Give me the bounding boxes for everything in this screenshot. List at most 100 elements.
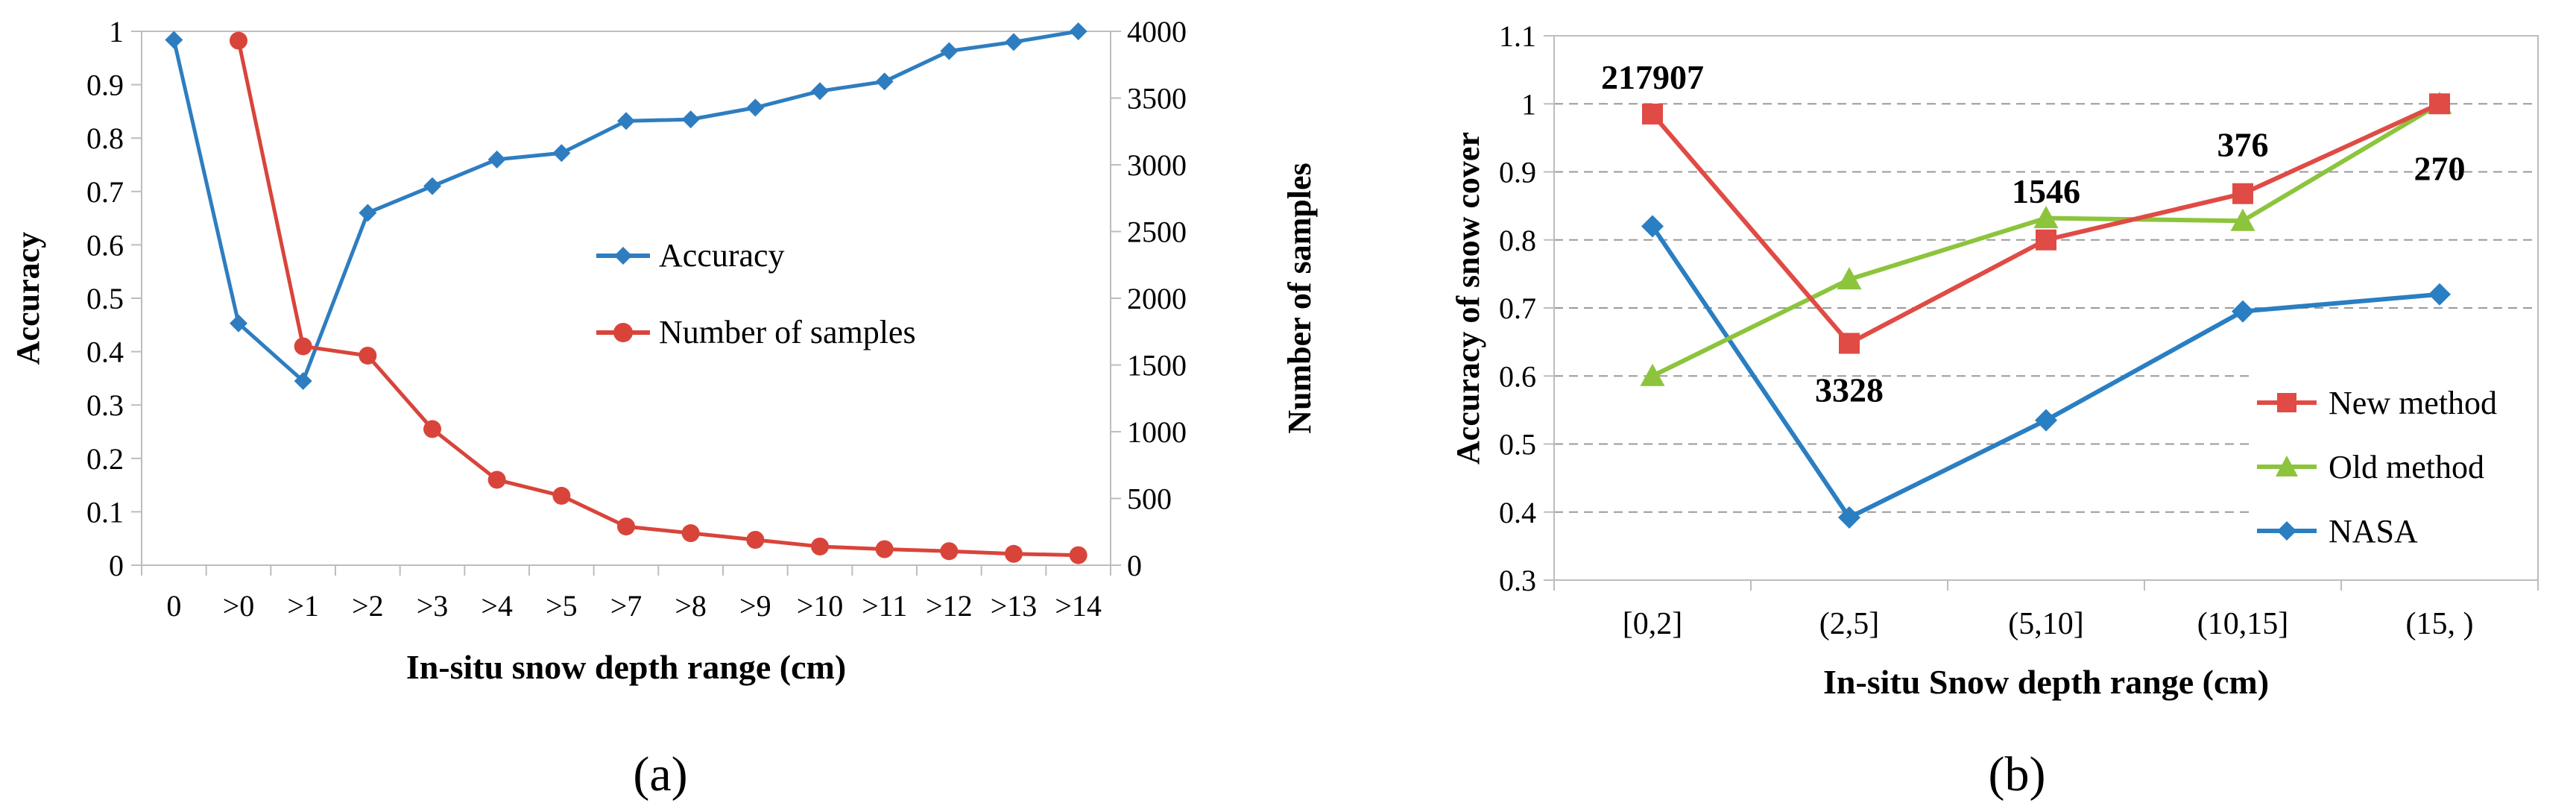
legend-label-new-method: New method xyxy=(2329,385,2497,421)
x-tick-label: 0 xyxy=(166,589,181,623)
y-tick-label: 0.8 xyxy=(1499,224,1536,257)
panel-a-y2label: Number of samples xyxy=(1281,163,1318,433)
legend-item-old-method: Old method xyxy=(2257,449,2484,485)
y2-tick-label: 2500 xyxy=(1127,215,1187,249)
legend-label-old-method: Old method xyxy=(2329,449,2484,485)
x-tick-label: (10,15] xyxy=(2197,607,2288,641)
data-point xyxy=(423,177,441,195)
data-point xyxy=(681,524,700,543)
data-point xyxy=(487,150,506,169)
panel-b-y-axis: 0.3 0.4 0.5 0.6 0.7 0.8 0.9 1 1.1 xyxy=(1499,19,1554,597)
panel-b: 0.3 0.4 0.5 0.6 0.7 0.8 0.9 1 1.1 [0,2] (2,5] (5,1… xyxy=(1450,19,2539,802)
data-point xyxy=(2033,206,2059,229)
data-point xyxy=(2035,409,2057,432)
panel-b-legend-box xyxy=(2250,373,2533,574)
data-point xyxy=(294,337,312,356)
data-point xyxy=(746,530,765,549)
data-point xyxy=(1837,267,1862,290)
panel-a-legend: Accuracy Number of samples xyxy=(596,237,916,350)
x-tick-label: (15, ) xyxy=(2406,607,2474,641)
panel-b-ylabel: Accuracy of snow cover xyxy=(1450,132,1486,465)
y-tick-label: 0.7 xyxy=(1499,292,1536,325)
data-point xyxy=(1069,22,1087,40)
panel-b-xlabel: In-situ Snow depth range (cm) xyxy=(1823,663,2269,701)
x-tick-label: >13 xyxy=(991,589,1038,623)
panel-a-xlabel: In-situ snow depth range (cm) xyxy=(406,648,846,686)
y-tick-label: 0.8 xyxy=(86,122,124,155)
y2-tick-label: 1500 xyxy=(1127,349,1187,383)
data-point xyxy=(1839,333,1860,354)
y2-tick-label: 2000 xyxy=(1127,282,1187,315)
panel-b-series xyxy=(1640,91,2452,529)
panel-a-left-axis: 0 0.1 0.2 0.3 0.4 0.5 0.6 0.7 0.8 0.9 1 xyxy=(86,15,142,582)
y-tick-label: 0.3 xyxy=(86,388,124,422)
y2-tick-label: 500 xyxy=(1127,482,1172,516)
data-point xyxy=(746,98,765,117)
sample-count-label: 1546 xyxy=(2012,172,2080,210)
sample-count-label: 3328 xyxy=(1815,371,1884,409)
legend-item-number-of-samples: Number of samples xyxy=(596,314,916,350)
x-tick-label: >0 xyxy=(223,589,255,623)
data-point xyxy=(423,420,441,438)
legend-label-accuracy: Accuracy xyxy=(659,237,785,274)
panel-a-x-axis: 0 >0 >1 >2 >3 >4 >5 >7 >8 >9 >10 >11 >12 >13 >14 xyxy=(141,565,1111,623)
y2-tick-label: 3500 xyxy=(1127,82,1187,116)
panel-a: 0 0.1 0.2 0.3 0.4 0.5 0.6 0.7 0.8 0.9 1 0 500 1000 15… xyxy=(10,15,1318,802)
data-point xyxy=(552,486,571,505)
data-point xyxy=(1005,33,1023,51)
y-tick-label: 0.4 xyxy=(86,336,124,369)
y-tick-label: 0.7 xyxy=(86,175,124,209)
x-tick-label: >12 xyxy=(926,589,973,623)
data-point xyxy=(165,31,183,49)
y-tick-label: 0.6 xyxy=(86,228,124,262)
data-point xyxy=(617,112,635,130)
y-tick-label: 0.5 xyxy=(86,282,124,315)
y-tick-label: 0.9 xyxy=(1499,156,1536,189)
y-tick-label: 0.1 xyxy=(86,495,124,529)
y-tick-label: 0.9 xyxy=(86,69,124,102)
data-point xyxy=(1069,546,1087,564)
data-point xyxy=(359,346,377,365)
legend-item-accuracy: Accuracy xyxy=(596,237,785,274)
y-tick-label: 1 xyxy=(109,15,124,48)
y-tick-label: 0 xyxy=(109,549,124,582)
x-tick-label: >4 xyxy=(481,589,513,623)
data-point xyxy=(2232,300,2254,323)
data-point xyxy=(1641,215,1664,238)
panel-a-series xyxy=(165,22,1087,564)
data-point xyxy=(487,470,506,489)
data-point xyxy=(875,540,894,558)
panel-b-legend: New method Old method NASA xyxy=(2250,373,2533,574)
data-point xyxy=(230,314,247,333)
data-point xyxy=(875,72,894,91)
y-tick-label: 1 xyxy=(1521,87,1536,121)
data-point xyxy=(1640,363,1665,386)
series-line-number-of-samples xyxy=(236,40,1079,558)
data-point xyxy=(1838,506,1860,529)
x-tick-label: >5 xyxy=(546,589,578,623)
x-tick-label: >1 xyxy=(287,589,319,623)
data-point xyxy=(811,537,829,556)
panel-a-caption: (a) xyxy=(633,747,687,802)
legend-label-number-of-samples: Number of samples xyxy=(659,314,916,350)
sample-count-label: 270 xyxy=(2414,149,2466,187)
y-tick-label: 0.6 xyxy=(1499,359,1536,393)
panel-b-caption: (b) xyxy=(1989,747,2046,802)
x-tick-label: (2,5] xyxy=(1819,607,1879,641)
data-point xyxy=(2429,93,2450,115)
legend-item-new-method: New method xyxy=(2257,385,2497,421)
y-tick-label: 0.3 xyxy=(1499,564,1536,597)
x-tick-label: >8 xyxy=(675,589,707,623)
data-point xyxy=(552,144,571,163)
data-point xyxy=(2230,208,2255,231)
x-tick-label: >7 xyxy=(610,589,643,623)
sample-count-label: 217907 xyxy=(1601,58,1704,96)
data-point xyxy=(811,82,829,101)
panel-a-plot-area xyxy=(141,31,1111,566)
y-tick-label: 0.5 xyxy=(1499,428,1536,462)
y-tick-label: 1.1 xyxy=(1499,19,1536,53)
data-point xyxy=(230,31,247,50)
x-tick-label: >2 xyxy=(352,589,384,623)
y2-tick-label: 4000 xyxy=(1127,15,1187,48)
legend-label-nasa: NASA xyxy=(2329,513,2418,550)
